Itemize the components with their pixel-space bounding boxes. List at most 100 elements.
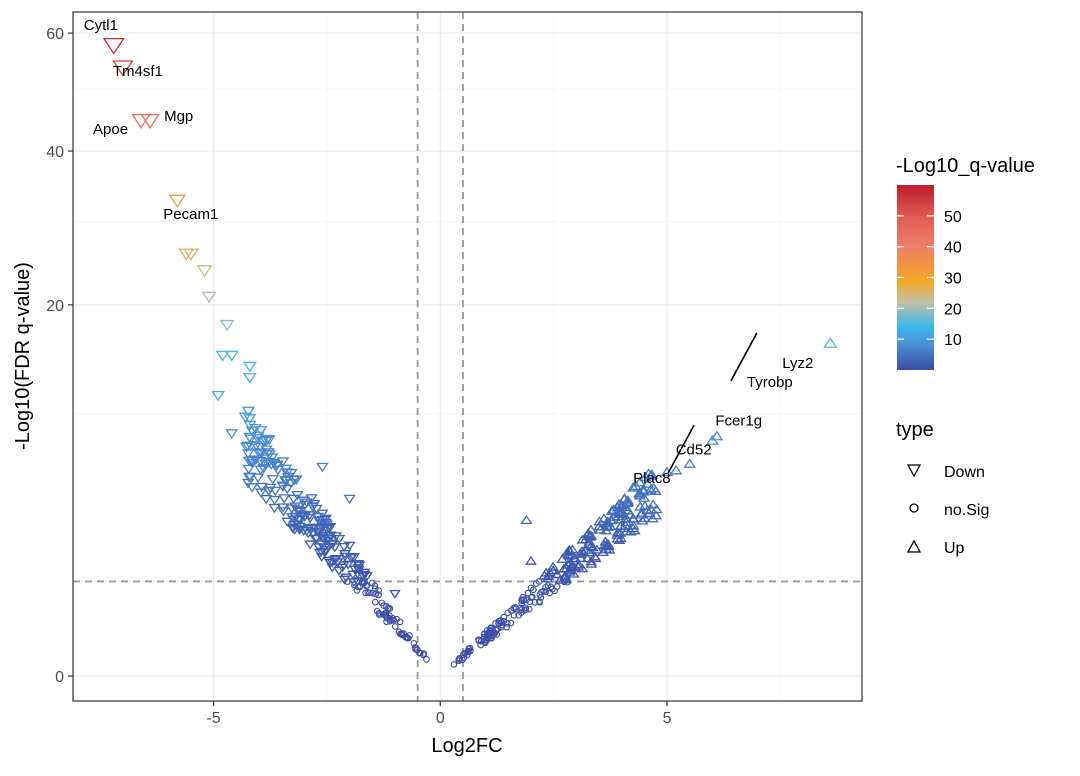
up-point: [613, 507, 626, 517]
nosig-point: [361, 579, 368, 587]
down-point: [338, 575, 351, 585]
nosig-point: [523, 596, 530, 604]
down-point: [262, 458, 276, 468]
x-tick-label: -5: [206, 710, 220, 727]
color-bar-tick-label: 10: [944, 332, 962, 349]
nosig-point: [354, 583, 362, 591]
x-tick-label: 5: [663, 710, 672, 727]
nosig-point: [524, 589, 532, 597]
nosig-point: [353, 587, 361, 594]
nosig-point: [487, 624, 495, 632]
nosig-point: [386, 605, 394, 612]
down-point: [240, 442, 253, 453]
y-tick-label: 20: [46, 298, 64, 315]
up-point: [644, 484, 657, 494]
nosig-point: [406, 632, 413, 639]
labeled-point-lyz2: [823, 336, 838, 348]
down-point: [277, 507, 290, 517]
down-point: [330, 532, 343, 542]
nosig-point: [536, 591, 544, 598]
down-point: [245, 483, 259, 493]
down-point: [251, 473, 265, 483]
nosig-point: [371, 585, 379, 593]
nosig-point: [510, 612, 518, 619]
gene-label-fcer1g: Fcer1g: [715, 412, 762, 429]
y-axis-title: -Log10(FDR q-value): [12, 262, 34, 450]
down-point: [266, 475, 280, 485]
nosig-point: [458, 656, 466, 664]
up-point: [635, 509, 648, 519]
down-point: [241, 441, 255, 452]
y-tick-label: 60: [46, 26, 64, 43]
nosig-point: [507, 619, 515, 627]
up-point: [581, 553, 594, 563]
nosig-point: [547, 583, 555, 591]
up-point: [639, 471, 652, 482]
down-point: [306, 502, 320, 512]
down-point: [276, 457, 290, 467]
panel-background: [73, 12, 862, 701]
up-point: [594, 524, 607, 534]
up-point: [618, 493, 631, 503]
down-point: [289, 512, 302, 523]
up-point: [554, 574, 567, 584]
nosig-point: [546, 589, 553, 597]
nosig-point: [382, 611, 390, 619]
down-point: [244, 472, 257, 483]
down-point: [290, 475, 303, 485]
down-point: [246, 456, 259, 467]
up-point: [615, 499, 628, 510]
nosig-point: [464, 648, 472, 655]
up-point: [565, 561, 578, 571]
down-point: [280, 468, 294, 478]
gene-label-apoe: Apoe: [93, 121, 128, 138]
up-point: [637, 484, 650, 494]
up-point: [627, 513, 640, 523]
shape-legend-title: type: [896, 419, 934, 441]
gene-label-tm4sf1: Tm4sf1: [113, 63, 163, 80]
down-point: [287, 524, 300, 534]
gene-label-tyrobp: Tyrobp: [747, 374, 793, 391]
threshold-lines: [73, 12, 862, 701]
nosig-point: [536, 598, 543, 605]
up-point: [585, 556, 597, 566]
up-point: [597, 513, 611, 523]
down-point: [243, 432, 257, 443]
up-point: [611, 527, 624, 537]
down-point: [264, 483, 277, 494]
x-axis-title: Log2FC: [431, 735, 502, 757]
down-point: [343, 494, 356, 505]
down-point: [268, 503, 281, 514]
nosig-point: [455, 655, 463, 663]
labeled-point-cytl1: [102, 37, 125, 55]
nosig-point: [489, 631, 496, 639]
nosig-point: [500, 613, 508, 621]
down-point: [254, 426, 268, 437]
nosig-point: [535, 578, 543, 585]
up-point: [646, 499, 660, 509]
legend-symbol-down: [906, 464, 922, 478]
up-point: [624, 526, 637, 536]
down-point: [215, 350, 230, 362]
down-point: [303, 511, 316, 521]
down-point: [300, 527, 313, 537]
up-point: [572, 561, 585, 571]
color-bar-tick-label: 30: [944, 271, 962, 288]
nosig-point: [504, 609, 512, 617]
nosig-point: [364, 588, 372, 596]
color-bar-tick-label: 20: [944, 301, 962, 318]
down-point: [224, 350, 239, 362]
color-legend-title: -Log10_q-value: [896, 155, 1035, 177]
down-point: [225, 429, 239, 440]
up-point: [604, 520, 617, 531]
down-point: [291, 505, 304, 515]
nosig-point: [477, 637, 485, 645]
legend-label-down: Down: [944, 464, 985, 481]
down-point: [271, 465, 285, 476]
down-point: [316, 509, 329, 519]
nosig-point: [498, 619, 506, 627]
down-point: [211, 390, 225, 402]
color-bar-tick-label: 50: [944, 209, 962, 226]
labeled-point-mgp: [140, 113, 160, 129]
